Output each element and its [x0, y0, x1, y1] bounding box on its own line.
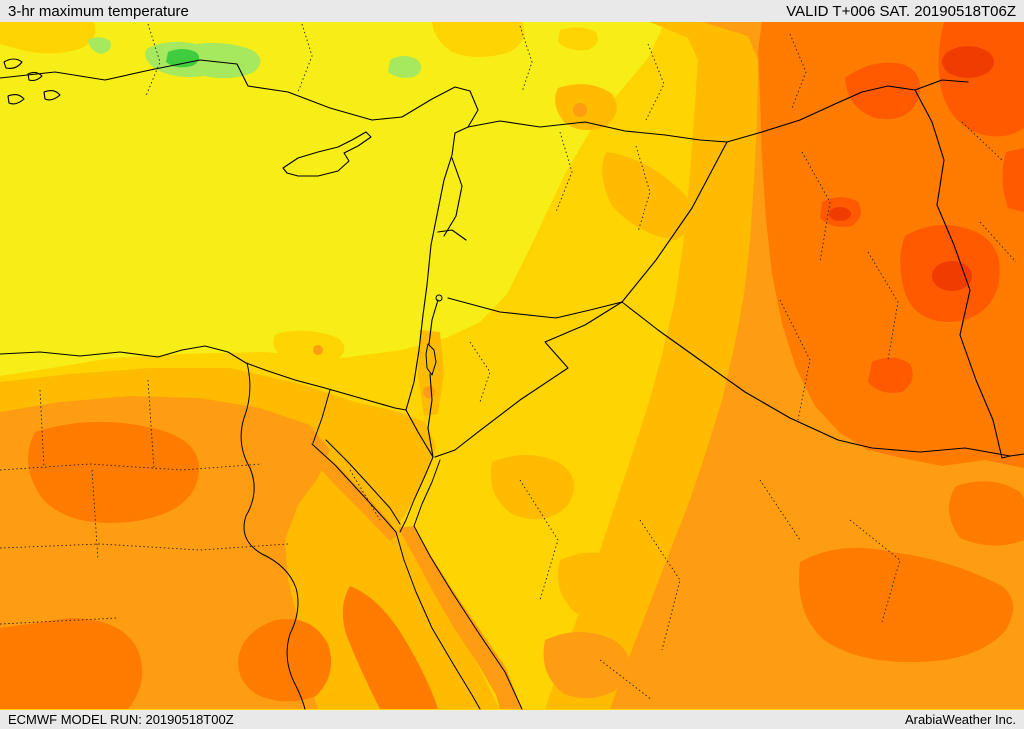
provider-credit: ArabiaWeather Inc. — [904, 712, 1016, 727]
header-bar: 3-hr maximum temperature VALID T+006 SAT… — [0, 0, 1024, 22]
map-title: 3-hr maximum temperature — [8, 2, 189, 20]
admin-boundaries-dotted — [0, 23, 1017, 701]
valid-time-label: VALID T+006 SAT. 20190518T06Z — [786, 2, 1016, 20]
weather-map — [0, 22, 1024, 710]
country-borders — [0, 58, 1024, 459]
temperature-field — [0, 22, 1024, 710]
footer-bar: ECMWF MODEL RUN: 20190518T00Z ArabiaWeat… — [0, 710, 1024, 729]
water-features — [240, 294, 523, 710]
model-run-label: ECMWF MODEL RUN: 20190518T00Z — [8, 712, 234, 727]
